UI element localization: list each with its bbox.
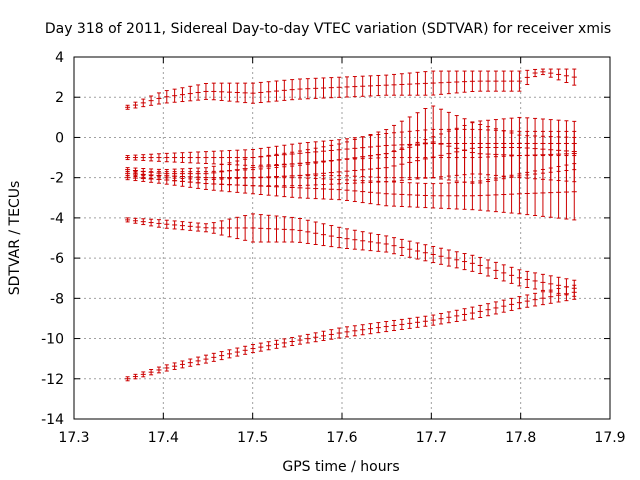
- y-tick-label: -4: [50, 211, 64, 227]
- data-series: [125, 68, 577, 382]
- y-tick-label: 2: [55, 90, 64, 106]
- y-tick-label: -8: [50, 291, 64, 307]
- y-tick-label: -14: [41, 412, 64, 428]
- series-track-5: [125, 163, 577, 221]
- x-tick-label: 17.9: [594, 430, 625, 446]
- y-axis-label: SDTVAR / TECUs: [7, 181, 23, 296]
- y-tick-label: 4: [55, 50, 64, 66]
- x-tick-label: 17.7: [416, 430, 447, 446]
- axis-ticks: 17.3 17.4 17.5 17.6 17.7 17.8 17.9 4 2 0 -2 -4 -6 -8 -…: [41, 50, 625, 446]
- chart-title: Day 318 of 2011, Sidereal Day-to-day VTE…: [45, 21, 611, 37]
- y-tick-label: -6: [50, 251, 64, 267]
- series-track-6: [125, 213, 577, 297]
- x-tick-label: 17.8: [505, 430, 536, 446]
- x-axis-label: GPS time / hours: [282, 459, 399, 475]
- x-tick-label: 17.3: [58, 430, 89, 446]
- y-tick-label: -2: [50, 171, 64, 187]
- y-tick-label: -10: [41, 332, 64, 348]
- x-tick-label: 17.4: [148, 430, 179, 446]
- series-track-1: [125, 68, 577, 110]
- series-track-7: [125, 284, 577, 382]
- y-tick-label: -12: [41, 372, 64, 388]
- series-track-4: [125, 116, 577, 187]
- x-tick-label: 17.6: [326, 430, 357, 446]
- x-tick-label: 17.5: [237, 430, 268, 446]
- y-tick-label: 0: [55, 130, 64, 146]
